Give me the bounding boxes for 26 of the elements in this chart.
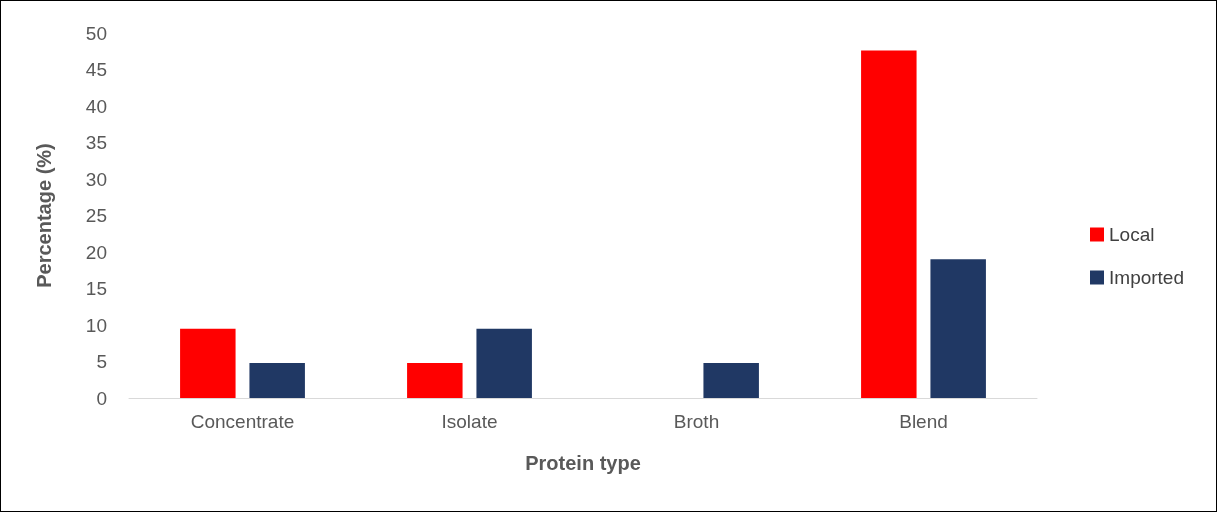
y-tick-label: 35 [85, 132, 107, 153]
bar [476, 328, 532, 398]
x-tick-label: Isolate [441, 411, 498, 432]
y-tick-label: 25 [85, 205, 107, 226]
y-tick-label: 40 [85, 95, 107, 117]
x-tick-label: Blend [899, 411, 948, 432]
legend-label: Imported [1109, 267, 1184, 288]
bar [407, 362, 463, 398]
y-tick-label: 0 [96, 387, 107, 409]
y-tick-label: 45 [85, 59, 107, 80]
bar [180, 328, 236, 398]
legend-label: Local [1109, 224, 1155, 245]
y-tick-label: 5 [96, 351, 107, 372]
y-tick-label: 30 [85, 168, 107, 190]
bar [861, 50, 917, 398]
y-tick-label: 10 [85, 314, 107, 336]
y-tick-label: 15 [85, 278, 107, 299]
x-tick-label: Concentrate [190, 411, 295, 432]
x-axis-title: Protein type [525, 452, 641, 474]
bar [930, 259, 986, 398]
bar [249, 362, 305, 398]
x-tick-label: Broth [673, 411, 720, 432]
bar [703, 362, 759, 398]
y-tick-label: 20 [85, 241, 107, 263]
y-tick-label: 50 [85, 22, 107, 44]
y-axis-title: Percentage (%) [33, 143, 55, 288]
